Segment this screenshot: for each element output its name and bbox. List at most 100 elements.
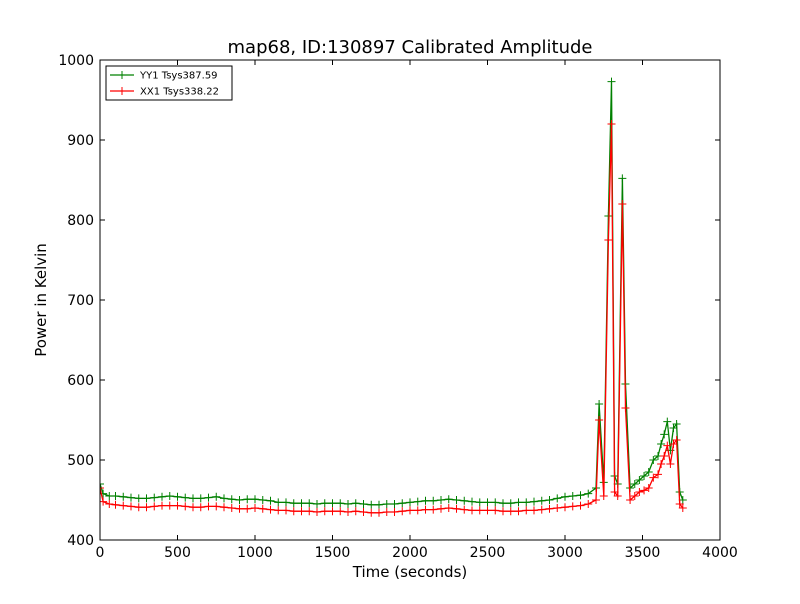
data-point xyxy=(413,506,422,515)
y-tick-label: 500 xyxy=(67,453,94,469)
y-tick-label: 600 xyxy=(67,373,94,389)
data-point xyxy=(142,494,151,503)
data-point xyxy=(635,476,644,484)
data-point xyxy=(537,496,546,505)
data-point xyxy=(173,501,182,510)
data-point xyxy=(640,472,649,480)
data-point xyxy=(251,504,259,512)
data-point xyxy=(344,500,352,508)
data-point xyxy=(382,500,391,508)
x-axis: 0 500 1000 1500 2000 2500 3000 3500 4000 xyxy=(96,60,738,561)
data-point xyxy=(468,497,476,506)
data-point xyxy=(258,504,267,513)
data-point xyxy=(289,499,298,508)
data-point xyxy=(635,488,644,496)
data-point xyxy=(181,502,190,511)
data-point xyxy=(672,436,681,444)
data-point xyxy=(514,507,523,516)
data-point xyxy=(313,508,321,516)
data-point xyxy=(367,500,376,509)
data-point xyxy=(499,507,507,516)
data-point xyxy=(568,502,577,511)
data-point xyxy=(607,120,616,128)
data-point xyxy=(398,499,407,508)
y-tick-label: 900 xyxy=(67,133,94,149)
data-point xyxy=(421,496,430,505)
data-point xyxy=(127,493,135,502)
data-point xyxy=(644,468,653,476)
legend-marker xyxy=(118,87,126,95)
data-point xyxy=(227,495,236,504)
y-tick-label: 700 xyxy=(67,293,94,309)
data-point xyxy=(320,507,329,516)
data-point xyxy=(506,507,515,516)
data-point xyxy=(150,493,159,502)
data-point xyxy=(305,507,314,516)
data-point xyxy=(105,500,114,508)
data-point xyxy=(367,508,376,517)
data-point xyxy=(506,499,515,508)
data-point xyxy=(429,496,438,505)
data-point xyxy=(227,504,236,512)
data-point xyxy=(336,507,345,516)
chart-title: map68, ID:130897 Calibrated Amplitude xyxy=(228,37,593,58)
data-point xyxy=(630,480,639,488)
data-point xyxy=(158,501,166,510)
legend-box xyxy=(105,65,233,101)
data-point xyxy=(165,501,174,510)
data-point xyxy=(437,504,445,513)
data-point xyxy=(351,499,360,508)
data-point xyxy=(561,492,569,501)
data-point xyxy=(406,506,414,515)
x-tick-label: 4000 xyxy=(702,545,738,561)
x-tick-label: 1000 xyxy=(237,545,273,561)
data-point xyxy=(576,501,585,510)
data-point xyxy=(398,507,407,516)
data-point xyxy=(475,506,484,515)
data-point xyxy=(196,503,205,512)
data-point xyxy=(514,498,523,507)
y-axis: 400 500 600 700 800 900 1000 xyxy=(58,53,720,549)
data-point xyxy=(127,502,135,511)
data-point xyxy=(626,496,635,504)
data-point xyxy=(483,498,492,507)
data-point xyxy=(663,441,672,450)
data-point xyxy=(274,498,283,507)
data-point xyxy=(444,495,453,504)
y-tick-label: 800 xyxy=(67,213,94,229)
data-point xyxy=(351,507,360,516)
data-point xyxy=(437,496,445,504)
data-point xyxy=(220,494,228,503)
data-point xyxy=(522,498,531,507)
data-point xyxy=(189,494,197,503)
data-point xyxy=(660,452,669,460)
data-point xyxy=(375,508,383,517)
data-point xyxy=(390,500,399,508)
legend-marker xyxy=(118,71,126,79)
legend-label: YY1 Tsys387.59 xyxy=(139,71,218,82)
data-point xyxy=(460,505,469,514)
data-point xyxy=(313,500,321,508)
data-point xyxy=(282,498,290,507)
data-point xyxy=(258,496,267,504)
data-point xyxy=(119,501,128,510)
data-point xyxy=(204,502,213,511)
data-point xyxy=(328,507,337,516)
data-point xyxy=(235,496,244,504)
data-point xyxy=(406,498,414,507)
data-point xyxy=(243,504,252,513)
legend: YY1 Tsys387.59 XX1 Tsys338.22 xyxy=(105,65,233,101)
data-point xyxy=(142,503,151,512)
legend-label: XX1 Tsys338.22 xyxy=(140,87,219,98)
data-point xyxy=(657,460,666,468)
data-point xyxy=(584,489,593,498)
x-tick-label: 0 xyxy=(96,545,105,561)
data-point xyxy=(483,506,492,515)
data-point xyxy=(545,496,554,504)
data-point xyxy=(297,507,306,516)
data-point xyxy=(595,416,604,424)
data-point xyxy=(592,496,600,504)
data-point xyxy=(553,494,562,503)
data-point xyxy=(452,504,461,513)
x-tick-label: 2000 xyxy=(392,545,428,561)
